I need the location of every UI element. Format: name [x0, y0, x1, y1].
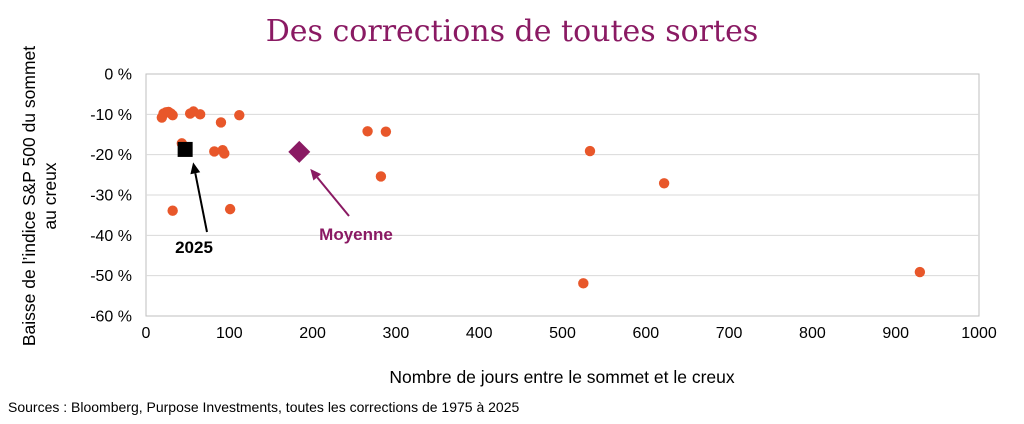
y-axis-ticks: 0 % -10 % -20 % -30 % -40 % -50 % -60 % — [90, 67, 132, 326]
data-point — [209, 146, 220, 157]
annotation-2025: 2025 — [175, 238, 213, 257]
data-point — [234, 109, 245, 121]
x-axis-ticks: 0 100 200 300 400 500 600 700 800 900 1000 — [142, 325, 997, 342]
data-point — [215, 117, 227, 128]
point-2025 — [177, 141, 193, 157]
y-tick-label: -20 % — [90, 147, 132, 164]
x-tick-label: 100 — [216, 325, 243, 342]
data-point — [219, 148, 230, 159]
data-point — [375, 171, 387, 182]
point-moyenne — [288, 140, 311, 163]
source-note: Sources : Bloomberg, Purpose Investments… — [8, 399, 520, 415]
data-points — [156, 106, 926, 289]
y-tick-label: -30 % — [90, 188, 132, 205]
data-point — [224, 203, 236, 215]
data-point — [658, 178, 670, 189]
y-tick-label: -60 % — [90, 309, 132, 326]
data-point — [362, 126, 373, 137]
x-tick-label: 300 — [383, 325, 410, 342]
y-tick-label: 0 % — [104, 67, 132, 84]
x-tick-label: 0 — [142, 325, 151, 342]
annotation-moyenne: Moyenne — [319, 225, 393, 244]
y-tick-label: -40 % — [90, 228, 132, 245]
x-axis-label: Nombre de jours entre le sommet et le cr… — [389, 367, 735, 387]
annotations: 2025 Moyenne — [175, 162, 393, 257]
x-tick-label: 700 — [716, 325, 743, 342]
data-point — [914, 266, 926, 278]
data-point — [194, 109, 206, 120]
gridlines — [146, 113, 979, 277]
x-tick-label: 800 — [799, 325, 826, 342]
x-tick-label: 500 — [549, 325, 576, 342]
arrowhead-2025 — [190, 162, 201, 175]
data-point — [578, 278, 589, 289]
data-point — [167, 109, 178, 121]
data-point — [380, 126, 392, 137]
arrowhead-moyenne — [310, 168, 322, 181]
chart-title: Des corrections de toutes sortes — [266, 14, 758, 49]
y-axis-label-line-1: Baisse de l’indice S&P 500 du sommet — [19, 46, 39, 346]
y-tick-label: -10 % — [90, 107, 132, 124]
y-tick-label: -50 % — [90, 268, 132, 285]
y-axis-label-line-2: au creux — [40, 162, 60, 229]
arrow-moyenne — [316, 176, 350, 217]
x-tick-label: 1000 — [961, 325, 997, 342]
data-point — [584, 145, 596, 157]
x-tick-label: 400 — [466, 325, 493, 342]
x-tick-label: 600 — [632, 325, 659, 342]
arrow-2025 — [194, 173, 208, 233]
x-tick-label: 900 — [882, 325, 909, 342]
x-tick-label: 200 — [299, 325, 326, 342]
data-point — [167, 205, 178, 216]
